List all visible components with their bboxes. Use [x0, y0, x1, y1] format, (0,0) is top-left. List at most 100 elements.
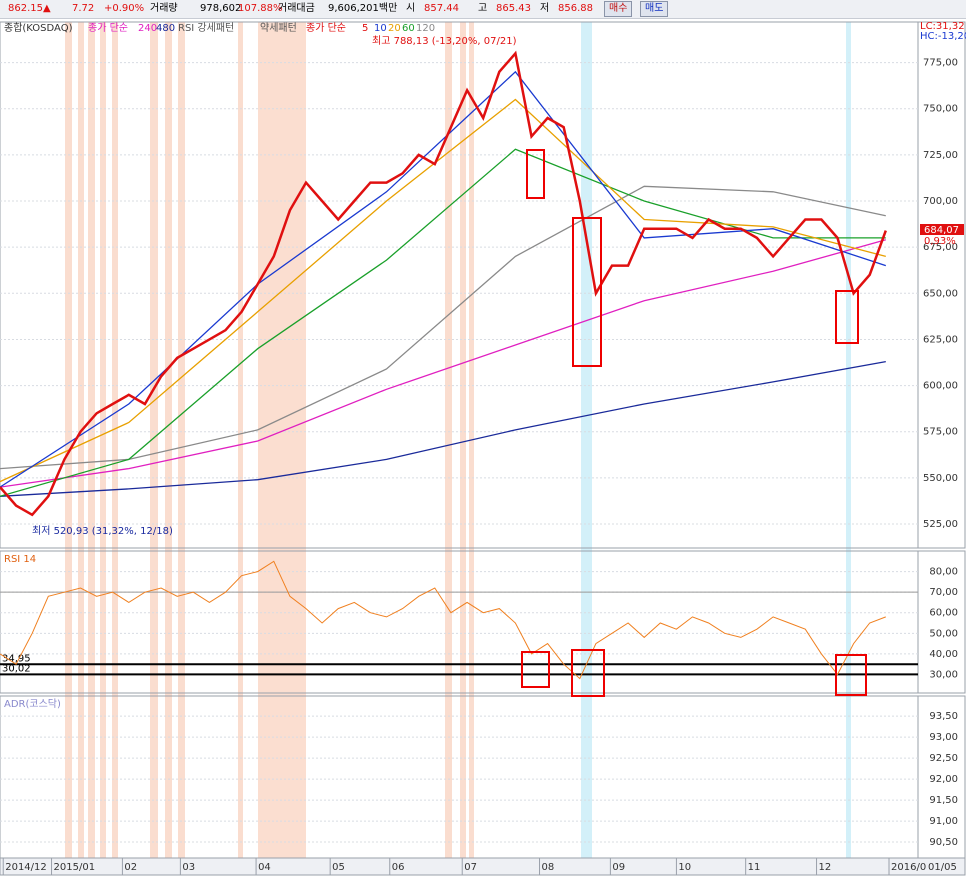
y-tick-label: 625,00 — [923, 334, 958, 345]
sell-button[interactable]: 매도 — [640, 1, 669, 17]
label: 저 — [540, 3, 550, 14]
change-pct: +0.90% — [104, 3, 145, 14]
y-tick-label: 525,00 — [923, 519, 958, 530]
band — [112, 22, 118, 858]
panel-frame — [0, 550, 919, 694]
panel-title: RSI 14 — [4, 554, 36, 565]
axis-area — [917, 550, 966, 694]
label: 거래량 — [150, 3, 178, 14]
band — [100, 22, 106, 858]
x-tick-label: 10 — [678, 862, 691, 873]
legend-label: RSI 강세패턴 — [178, 22, 234, 34]
x-tick-label: 02 — [124, 862, 137, 873]
y-tick-label: 50,00 — [929, 628, 958, 639]
x-tick-label: 04 — [258, 862, 271, 873]
y-tick-label: 93,00 — [929, 732, 958, 743]
open: 857.44 — [424, 3, 459, 14]
annotation: 최저 520,93 (31,32%, 12/18) — [32, 525, 173, 537]
y-tick-label: 90,50 — [929, 837, 958, 848]
series-line — [0, 560, 886, 680]
y-tick-label: 725,00 — [923, 150, 958, 161]
panel-title: ADR(코스닥) — [4, 698, 61, 710]
annotation: HC:-13,20 — [920, 31, 966, 42]
band — [165, 22, 172, 858]
y-tick-label: 650,00 — [923, 288, 958, 299]
y-tick-label: 700,00 — [923, 196, 958, 207]
box — [521, 651, 550, 688]
buy-button[interactable]: 매수 — [604, 1, 633, 17]
x-tick-label: 03 — [182, 862, 195, 873]
band — [445, 22, 452, 858]
series-line — [0, 98, 886, 483]
label: 거래대금 — [278, 3, 315, 14]
x-tick-label: 12 — [819, 862, 832, 873]
band — [846, 22, 851, 858]
annotation: 최고 788,13 (-13,20%, 07/21) — [372, 35, 517, 47]
x-tick-label: 2016/0 — [891, 862, 926, 873]
legend-label: 약세패턴 — [260, 22, 297, 34]
legend-entry: 120 — [416, 23, 435, 34]
legend-entry: 60 — [402, 23, 415, 34]
legend-label: 종가 단순 — [88, 22, 128, 34]
panel-frame — [0, 695, 919, 859]
y-tick-label: 30,00 — [929, 669, 958, 680]
band — [460, 22, 466, 858]
x-tick-label: 11 — [748, 862, 761, 873]
series-line — [0, 239, 886, 488]
y-tick-label: 91,50 — [929, 795, 958, 806]
box — [572, 217, 602, 367]
legend-entry: 480 — [156, 23, 175, 34]
band — [150, 22, 158, 858]
box — [835, 654, 867, 696]
y-tick-label: 91,00 — [929, 816, 958, 827]
x-tick-label: 09 — [612, 862, 625, 873]
y-tick-label: 550,00 — [923, 473, 958, 484]
x-tick-label: 07 — [464, 862, 477, 873]
y-tick-label: 775,00 — [923, 58, 958, 69]
change: 7.72 — [72, 3, 95, 14]
price-tag-change: 0,93% — [924, 236, 956, 247]
band — [178, 22, 185, 858]
pattern-bands — [65, 22, 474, 858]
annotation: LC:31,32 — [920, 21, 965, 32]
axis-area — [917, 21, 966, 549]
legend-label: 종합(KOSDAQ) — [4, 22, 73, 34]
panel-frame — [0, 21, 919, 549]
legend-entry: 240 — [138, 23, 157, 34]
series-line — [0, 148, 886, 497]
quote-bar: 862.15▲ 7.72 +0.90% 거래량 978,602 107.88% … — [0, 0, 966, 19]
series-line — [0, 70, 887, 488]
high: 865.43 — [496, 3, 531, 14]
x-tick-label: 2015/01 — [54, 862, 96, 873]
y-tick-label: 750,00 — [923, 104, 958, 115]
box — [571, 649, 605, 697]
x-end-label: 01/05 — [928, 862, 957, 873]
band — [581, 22, 592, 858]
x-tick-label: 05 — [332, 862, 345, 873]
price-tag-label: 684,07 — [924, 225, 959, 236]
plot: 525,00550,00575,00600,00625,00650,00675,… — [0, 21, 966, 876]
chart: 525,00550,00575,00600,00625,00650,00675,… — [0, 21, 966, 876]
x-tick-label: 06 — [392, 862, 405, 873]
axis-area — [917, 695, 966, 859]
y-tick-label: 40,00 — [929, 649, 958, 660]
volume-pct: 107.88% — [238, 3, 283, 14]
highlight-boxes — [521, 149, 867, 697]
legend-label: 종가 단순 — [306, 22, 346, 34]
reference-label: 30,02 — [2, 663, 31, 674]
series-line — [0, 50, 887, 517]
y-tick-label: 92,50 — [929, 753, 958, 764]
label: 시 — [406, 3, 416, 14]
box — [526, 149, 545, 199]
x-tick-label: 08 — [542, 862, 555, 873]
amount: 9,606,201백만 — [328, 3, 398, 14]
price: 862.15▲ — [8, 3, 51, 14]
price-tag — [920, 224, 964, 235]
reference-label: 34,95 — [2, 653, 31, 664]
series-line — [0, 185, 886, 470]
box — [835, 290, 859, 344]
band — [78, 22, 84, 858]
volume: 978,602 — [200, 3, 242, 14]
band — [65, 22, 72, 858]
